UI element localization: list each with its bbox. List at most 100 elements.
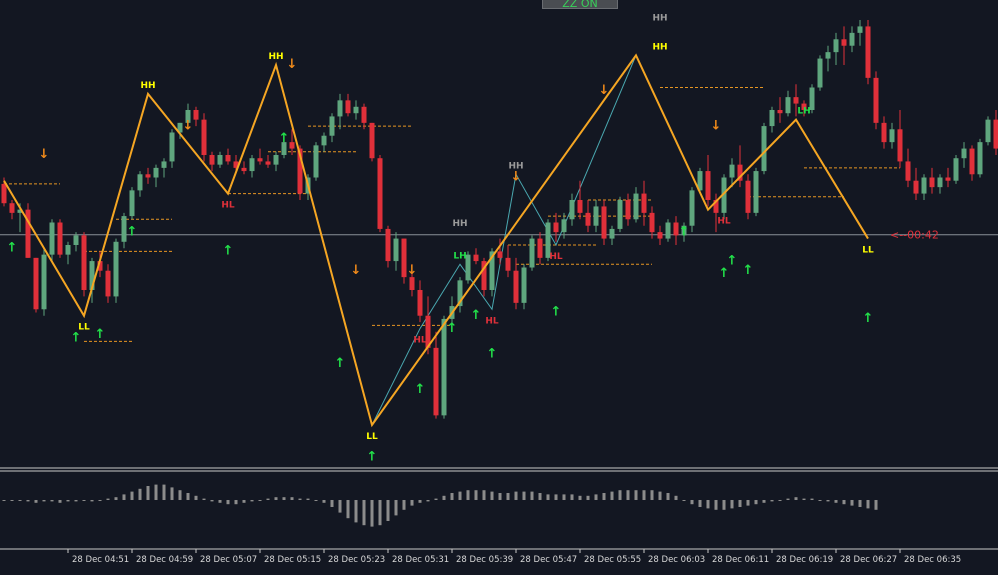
candle-body bbox=[409, 277, 415, 290]
candle-body bbox=[921, 177, 927, 194]
oscillator-bar bbox=[514, 491, 518, 500]
up-arrow-icon: ↑ bbox=[727, 253, 738, 268]
candle-body bbox=[113, 241, 119, 297]
candle-body bbox=[209, 155, 215, 165]
oscillator-bar bbox=[722, 500, 726, 510]
oscillator-bar bbox=[690, 500, 694, 505]
oscillator-bar bbox=[794, 497, 798, 500]
candle-body bbox=[793, 97, 799, 104]
oscillator-bar bbox=[578, 495, 582, 500]
candle-body bbox=[689, 190, 695, 226]
candle-body bbox=[881, 122, 887, 143]
candle-body bbox=[993, 119, 998, 149]
candle-body bbox=[753, 171, 759, 213]
candle-body bbox=[225, 155, 231, 162]
swing-label-hh: HH bbox=[140, 81, 155, 91]
oscillator-bar bbox=[442, 495, 446, 500]
oscillator-bar bbox=[538, 493, 542, 500]
candle-body bbox=[865, 26, 871, 78]
zz-toggle-button[interactable]: ZZ ON bbox=[542, 0, 618, 10]
candle-body bbox=[393, 238, 399, 262]
candle-body bbox=[417, 290, 423, 316]
oscillator-bar bbox=[546, 494, 550, 500]
candle-body bbox=[721, 177, 727, 213]
candle-body bbox=[681, 225, 687, 236]
oscillator-bar bbox=[410, 500, 414, 506]
down-arrow-icon: ↓ bbox=[183, 118, 194, 133]
swing-label-hh: HH bbox=[652, 42, 667, 52]
oscillator-bar bbox=[642, 490, 646, 500]
swing-label-hl: HL bbox=[549, 252, 563, 262]
oscillator-bar bbox=[810, 498, 814, 500]
oscillator-bar bbox=[282, 497, 286, 500]
candle-body bbox=[425, 315, 431, 348]
down-arrow-icon: ↓ bbox=[407, 263, 418, 278]
candle-body bbox=[257, 158, 263, 162]
oscillator-bar bbox=[170, 487, 174, 500]
candle-body bbox=[321, 135, 327, 146]
candle-body bbox=[361, 106, 367, 123]
oscillator-bar bbox=[682, 500, 686, 501]
candle-body bbox=[25, 209, 31, 258]
oscillator-bar bbox=[202, 498, 206, 500]
up-arrow-icon: ↑ bbox=[95, 327, 106, 342]
swing-label-hh: HH bbox=[452, 219, 467, 229]
x-tick-label: 28 Dec 06:19 bbox=[776, 555, 833, 565]
candle-body bbox=[89, 261, 95, 290]
candle-body bbox=[337, 100, 343, 117]
candle-body bbox=[897, 129, 903, 162]
oscillator-bar bbox=[138, 488, 142, 500]
candle-body bbox=[585, 212, 591, 226]
candle-body bbox=[825, 52, 831, 59]
oscillator-bar bbox=[370, 500, 374, 527]
candle-body bbox=[345, 100, 351, 114]
candle-body bbox=[537, 238, 543, 258]
x-tick-label: 28 Dec 05:15 bbox=[264, 555, 321, 565]
candle-body bbox=[553, 222, 559, 233]
up-arrow-icon: ↑ bbox=[679, 224, 690, 239]
candle-body bbox=[153, 167, 159, 178]
down-arrow-icon: ↓ bbox=[351, 263, 362, 278]
up-arrow-icon: ↑ bbox=[743, 263, 754, 278]
candle-body bbox=[49, 222, 55, 255]
up-arrow-icon: ↑ bbox=[447, 321, 458, 336]
candle-body bbox=[857, 26, 863, 33]
oscillator-bar bbox=[706, 500, 710, 509]
candle-body bbox=[489, 251, 495, 290]
candle-body bbox=[121, 216, 127, 242]
oscillator-bar bbox=[34, 500, 38, 503]
oscillator-bar bbox=[234, 500, 238, 505]
candle-body bbox=[193, 110, 199, 120]
x-tick-label: 28 Dec 05:47 bbox=[520, 555, 577, 565]
oscillator-bar bbox=[386, 500, 390, 521]
oscillator-bar bbox=[610, 491, 614, 500]
oscillator-bar bbox=[330, 500, 334, 507]
candle-body bbox=[785, 97, 791, 114]
candle-body bbox=[185, 110, 191, 123]
oscillator-bar bbox=[402, 500, 406, 510]
candle-body bbox=[1, 183, 7, 204]
candle-body bbox=[505, 257, 511, 271]
oscillator-bar bbox=[818, 500, 822, 501]
candle-body bbox=[201, 119, 207, 155]
oscillator-bar bbox=[474, 490, 478, 500]
candle-body bbox=[561, 219, 567, 233]
oscillator-bar bbox=[106, 498, 110, 500]
oscillator-bar bbox=[738, 500, 742, 507]
candle-body bbox=[961, 148, 967, 159]
oscillator-bar bbox=[42, 500, 46, 502]
oscillator-bar bbox=[618, 490, 622, 500]
candle-body bbox=[241, 167, 247, 172]
candle-body bbox=[297, 148, 303, 194]
candle-body bbox=[65, 245, 71, 255]
oscillator-bar bbox=[562, 494, 566, 500]
swing-label-hl: HL bbox=[485, 316, 499, 326]
oscillator-bar bbox=[378, 500, 382, 526]
down-arrow-icon: ↓ bbox=[711, 118, 722, 133]
oscillator-bar bbox=[210, 500, 214, 502]
x-tick-label: 28 Dec 04:51 bbox=[72, 555, 129, 565]
up-arrow-icon: ↑ bbox=[71, 330, 82, 345]
candle-body bbox=[289, 142, 295, 149]
candle-body bbox=[617, 200, 623, 229]
candle-body bbox=[657, 232, 663, 239]
